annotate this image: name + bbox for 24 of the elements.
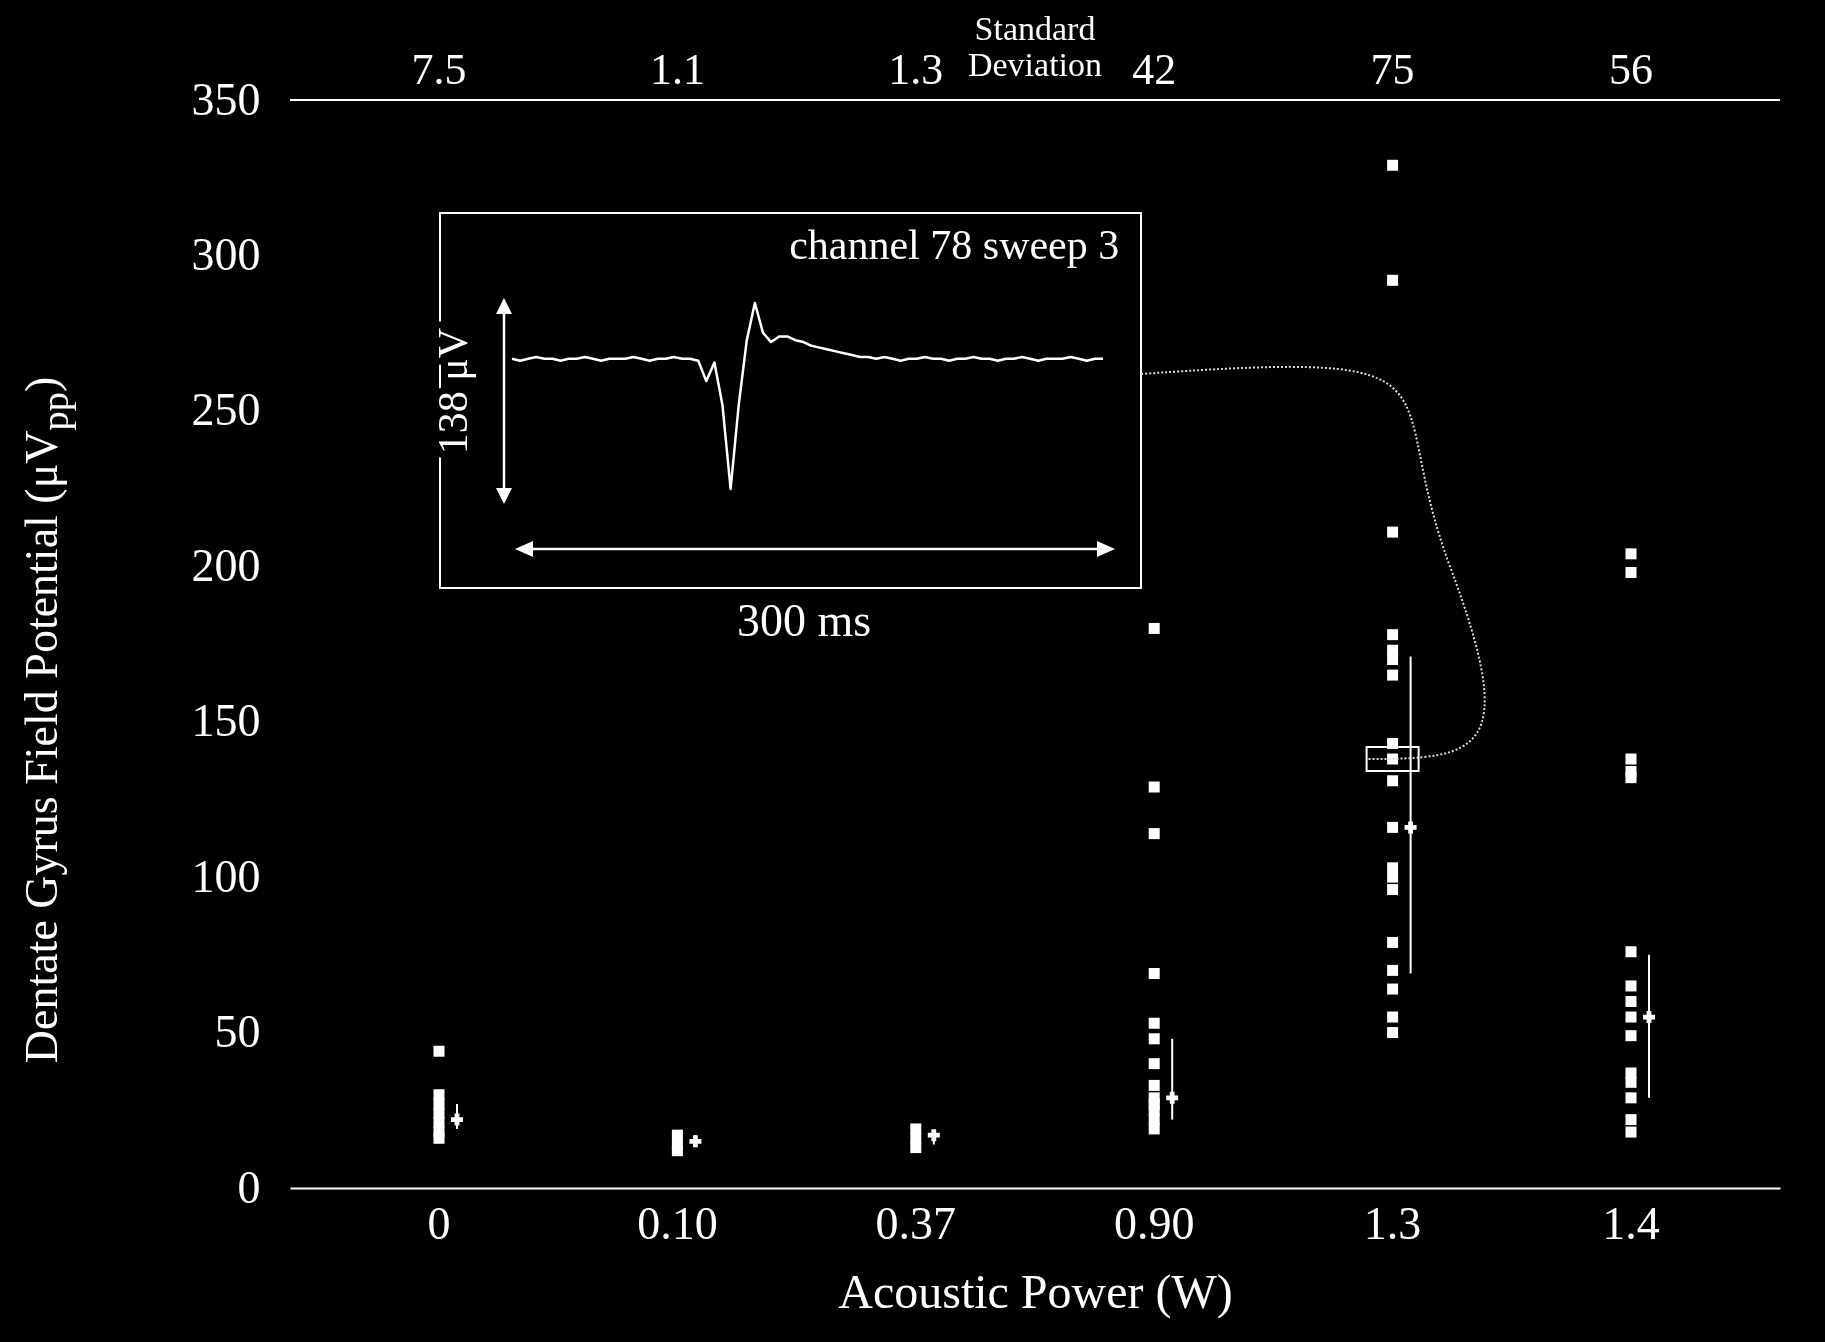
x-axis-title: Acoustic Power (W) — [838, 1264, 1233, 1319]
text: 7.5 — [411, 45, 467, 94]
y-tick-label: 300 — [191, 228, 261, 280]
x-tick-label: 0.10 — [637, 1197, 718, 1249]
text: 1.1 — [649, 45, 705, 94]
x-tick-label: 1.3 — [1363, 1197, 1422, 1249]
x-tick-label: 0 — [427, 1197, 451, 1249]
y-tick-label: 100 — [191, 850, 261, 902]
chart-title: channel 78 sweep 3 — [789, 221, 1120, 268]
text: 56 — [1609, 45, 1653, 94]
text: 1.3 — [888, 45, 944, 94]
annotation: 300 ms — [736, 595, 872, 646]
text: Standard Deviation — [967, 10, 1103, 83]
x-tick-label: 0.90 — [1113, 1197, 1195, 1249]
x-tick-label: 0.37 — [875, 1197, 957, 1249]
text: 42 — [1132, 45, 1177, 94]
x-tick-label: 1.4 — [1602, 1197, 1660, 1249]
text: 75 — [1370, 45, 1415, 94]
y-tick-label: 50 — [214, 1006, 261, 1058]
y-tick-label: 150 — [191, 695, 261, 747]
y-tick-label: 200 — [191, 539, 261, 591]
y-tick-label: 350 — [191, 73, 261, 125]
y-tick-label: 250 — [191, 384, 261, 436]
y-tick-label: 0 — [237, 1161, 261, 1213]
